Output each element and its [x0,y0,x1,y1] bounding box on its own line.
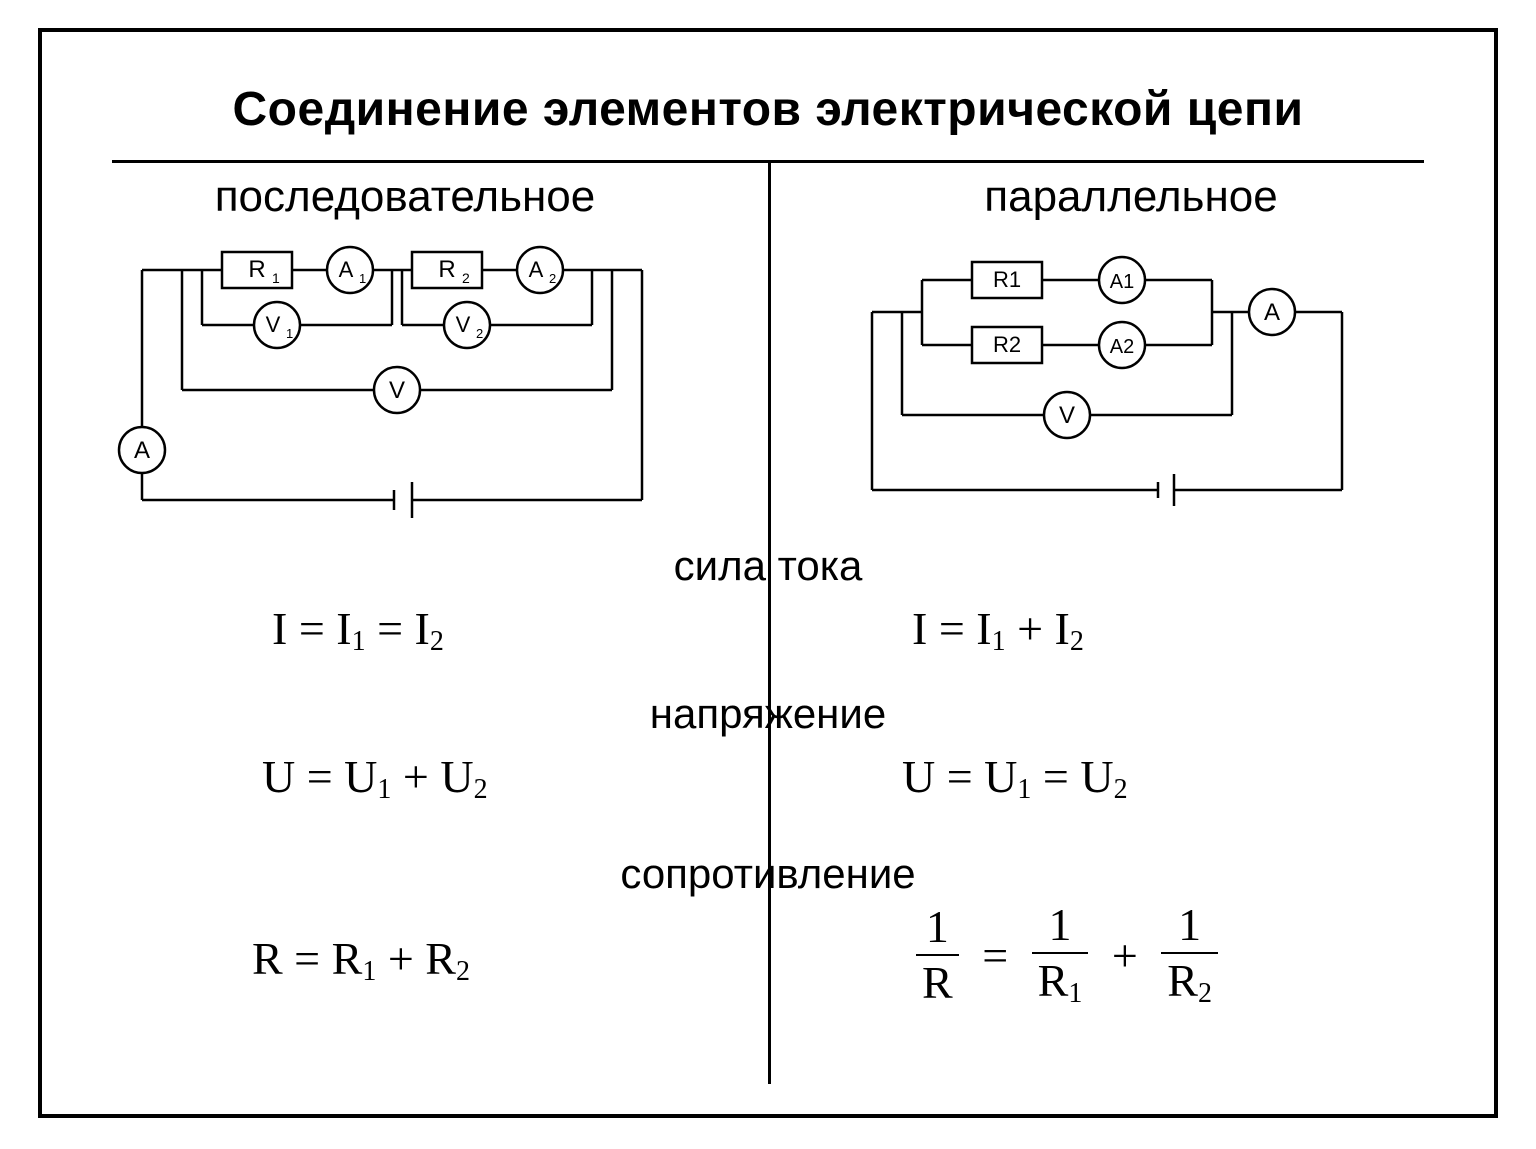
formula-series-resistance: R = R1 + R2 [252,932,470,988]
formula-parallel-resistance: 1 R = 1 R1 + 1 R2 [912,902,1222,1008]
svg-text:2: 2 [549,271,556,286]
formula-parallel-voltage: U = U1 = U2 [902,750,1128,806]
series-circuit: R 1 A 1 R 2 A 2 V 1 [112,240,712,530]
section-voltage: напряжение [42,690,1494,738]
svg-text:A1: A1 [1110,271,1134,293]
frac-t2-num: 1 [1161,902,1218,954]
series-circuit-svg: R 1 A 1 R 2 A 2 V 1 [112,240,712,540]
frac-t1-den: R1 [1032,958,1089,1008]
svg-text:A: A [134,437,150,464]
svg-text:V: V [456,312,471,337]
svg-text:1: 1 [272,270,280,286]
svg-text:2: 2 [462,270,470,286]
parallel-circuit-svg: R1 A1 R2 A2 A [852,240,1412,540]
formula-series-current: I = I1 = I2 [272,602,444,658]
svg-text:R: R [438,256,455,283]
svg-text:V: V [1059,402,1075,429]
section-current: сила тока [42,542,1494,590]
page: Соединение элементов электрической цепи … [0,0,1536,1149]
svg-text:2: 2 [476,326,483,341]
formula-series-voltage: U = U1 + U2 [262,750,488,806]
equals-sign: = [974,929,1016,982]
svg-text:A: A [529,257,544,282]
svg-text:A: A [339,257,354,282]
parallel-subtitle: параллельное [768,172,1494,222]
svg-text:R2: R2 [993,332,1021,357]
svg-text:1: 1 [359,271,366,286]
page-title: Соединение элементов электрической цепи [42,82,1494,137]
svg-text:A: A [1264,299,1280,326]
formula-parallel-current: I = I1 + I2 [912,602,1084,658]
svg-text:R: R [248,256,265,283]
frac-t2-den: R2 [1161,958,1218,1008]
section-resistance: сопротивление [42,850,1494,898]
plus-sign: + [1104,929,1146,982]
svg-text:A2: A2 [1110,336,1134,358]
svg-text:V: V [389,377,405,404]
svg-text:R1: R1 [993,267,1021,292]
outer-frame: Соединение элементов электрической цепи … [38,28,1498,1118]
frac-lhs-den: R [916,960,959,1006]
svg-text:V: V [266,312,281,337]
frac-t1-num: 1 [1032,902,1089,954]
series-subtitle: последовательное [42,172,768,222]
frac-lhs-num: 1 [916,904,959,956]
vertical-divider [768,160,771,1084]
parallel-circuit: R1 A1 R2 A2 A [852,240,1412,530]
svg-text:1: 1 [286,326,293,341]
